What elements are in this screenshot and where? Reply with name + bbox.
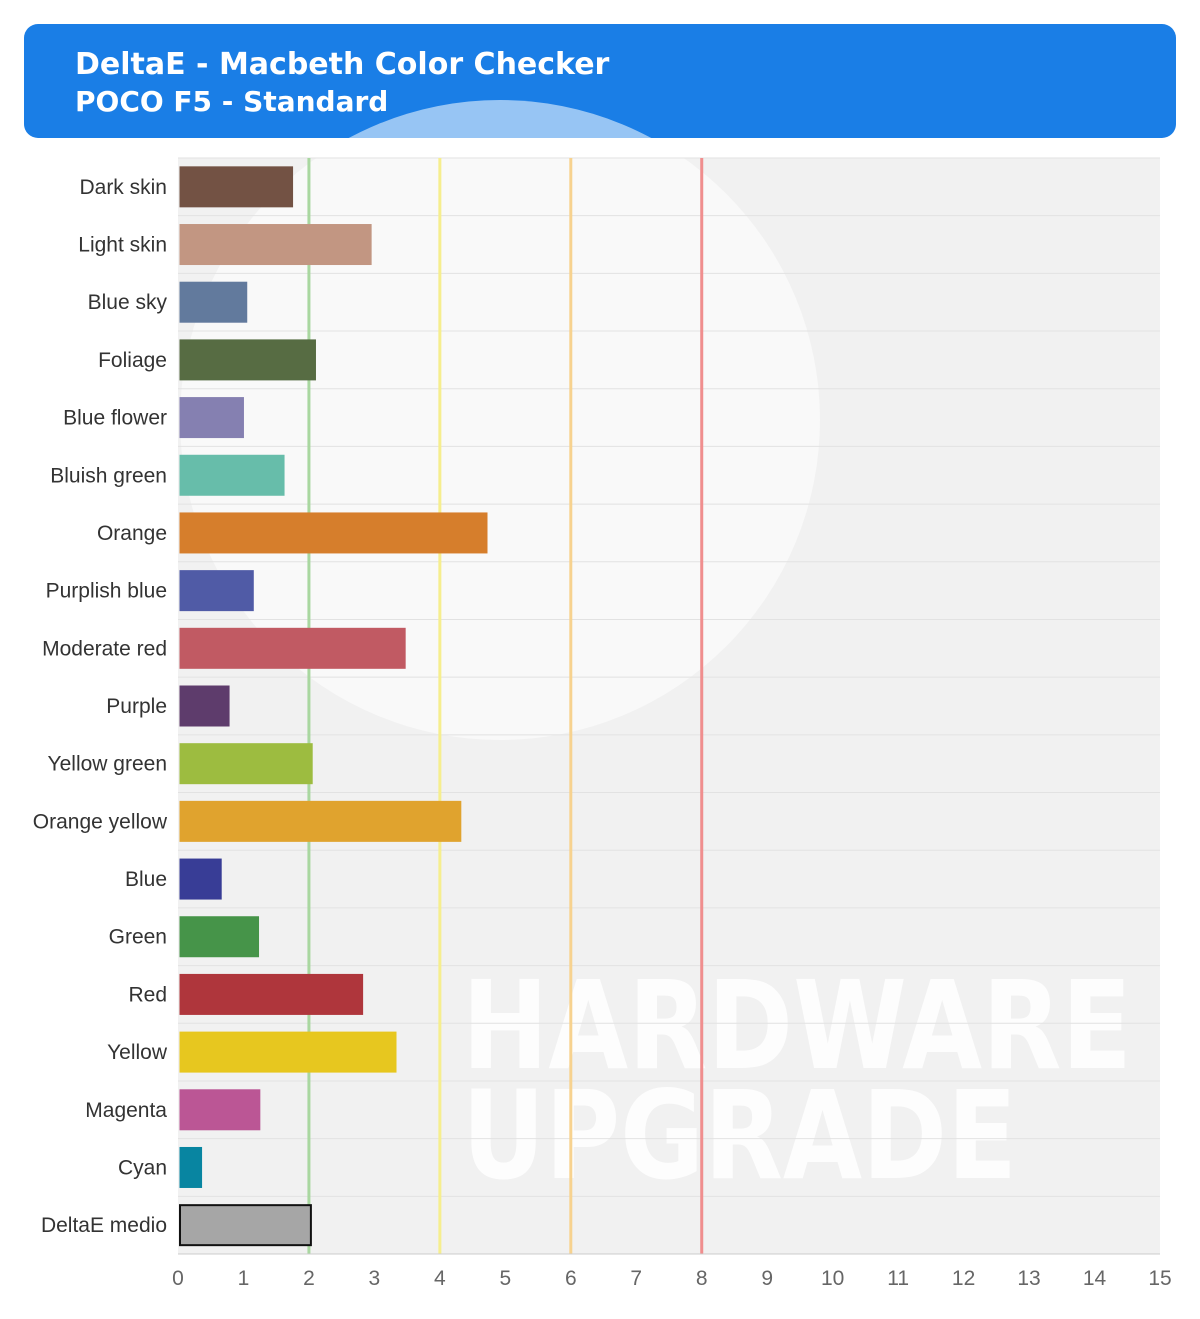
x-tick-label: 9 [761, 1267, 773, 1290]
x-tick-label: 14 [1083, 1267, 1107, 1290]
category-label: Cyan [118, 1156, 167, 1179]
x-tick-label: 7 [630, 1267, 642, 1290]
category-label: Orange yellow [33, 810, 168, 833]
bar-yellow-green[interactable] [179, 743, 313, 785]
bar-dark-skin[interactable] [179, 166, 294, 208]
category-label: Moderate red [42, 637, 167, 660]
x-tick-label: 5 [499, 1267, 511, 1290]
x-tick-label: 4 [434, 1267, 446, 1290]
bar-moderate-red[interactable] [179, 627, 406, 669]
chart-title: DeltaE - Macbeth Color Checker [75, 47, 610, 82]
x-tick-label: 11 [887, 1267, 909, 1290]
x-tick-label: 15 [1148, 1267, 1171, 1290]
category-label: Bluish green [50, 464, 167, 487]
x-tick-label: 1 [238, 1267, 250, 1290]
x-tick-label: 13 [1017, 1267, 1040, 1290]
category-label: Yellow green [48, 753, 167, 776]
bar-blue-flower[interactable] [179, 397, 244, 439]
category-labels: Dark skin Light skin Blue sky Foliage Blue f… [33, 176, 168, 1237]
bar-blue-sky[interactable] [179, 281, 248, 323]
category-label: Purplish blue [46, 580, 167, 603]
bar-purple[interactable] [179, 685, 230, 727]
category-label: Purple [106, 695, 167, 718]
bars [179, 166, 488, 1247]
category-label: Magenta [85, 1099, 167, 1122]
watermark-line-2: UPGRADE [462, 1065, 1017, 1207]
category-label: Blue [125, 868, 167, 891]
category-label: Yellow [107, 1041, 168, 1064]
bar-orange[interactable] [179, 512, 488, 554]
category-label: Dark skin [79, 176, 167, 199]
category-label: Green [109, 926, 167, 949]
bar-bluish-green[interactable] [179, 454, 285, 496]
bar-red[interactable] [179, 973, 364, 1015]
bar-light-skin[interactable] [179, 224, 372, 266]
category-label: Blue flower [63, 407, 167, 430]
category-label: Foliage [98, 349, 167, 372]
bar-foliage[interactable] [179, 339, 316, 381]
category-label: DeltaE medio [41, 1214, 167, 1237]
category-label: Light skin [78, 234, 167, 257]
x-axis-ticks: 0 1 2 3 4 5 6 7 8 9 10 11 12 13 14 15 [172, 1267, 1172, 1290]
bar-blue[interactable] [179, 858, 222, 900]
bar-deltae-medio[interactable] [179, 1204, 312, 1247]
category-label: Red [128, 983, 167, 1006]
category-label: Orange [97, 522, 167, 545]
bar-purplish-blue[interactable] [179, 570, 254, 612]
x-tick-label: 3 [369, 1267, 381, 1290]
x-tick-label: 2 [303, 1267, 315, 1290]
bar-green[interactable] [179, 916, 260, 958]
grid-lines [178, 157, 1160, 1197]
bar-orange-yellow[interactable] [179, 800, 462, 842]
x-tick-label: 10 [821, 1267, 844, 1290]
x-tick-label: 8 [696, 1267, 708, 1290]
category-label: Blue sky [88, 291, 168, 314]
watermark-line-1: HARDWARE [462, 955, 1132, 1097]
bar-magenta[interactable] [179, 1089, 261, 1131]
bar-yellow[interactable] [179, 1031, 397, 1073]
x-tick-label: 12 [952, 1267, 975, 1290]
x-tick-label: 0 [172, 1267, 184, 1290]
chart-subtitle: POCO F5 - Standard [75, 85, 389, 118]
bar-cyan[interactable] [179, 1146, 203, 1188]
x-tick-label: 6 [565, 1267, 577, 1290]
